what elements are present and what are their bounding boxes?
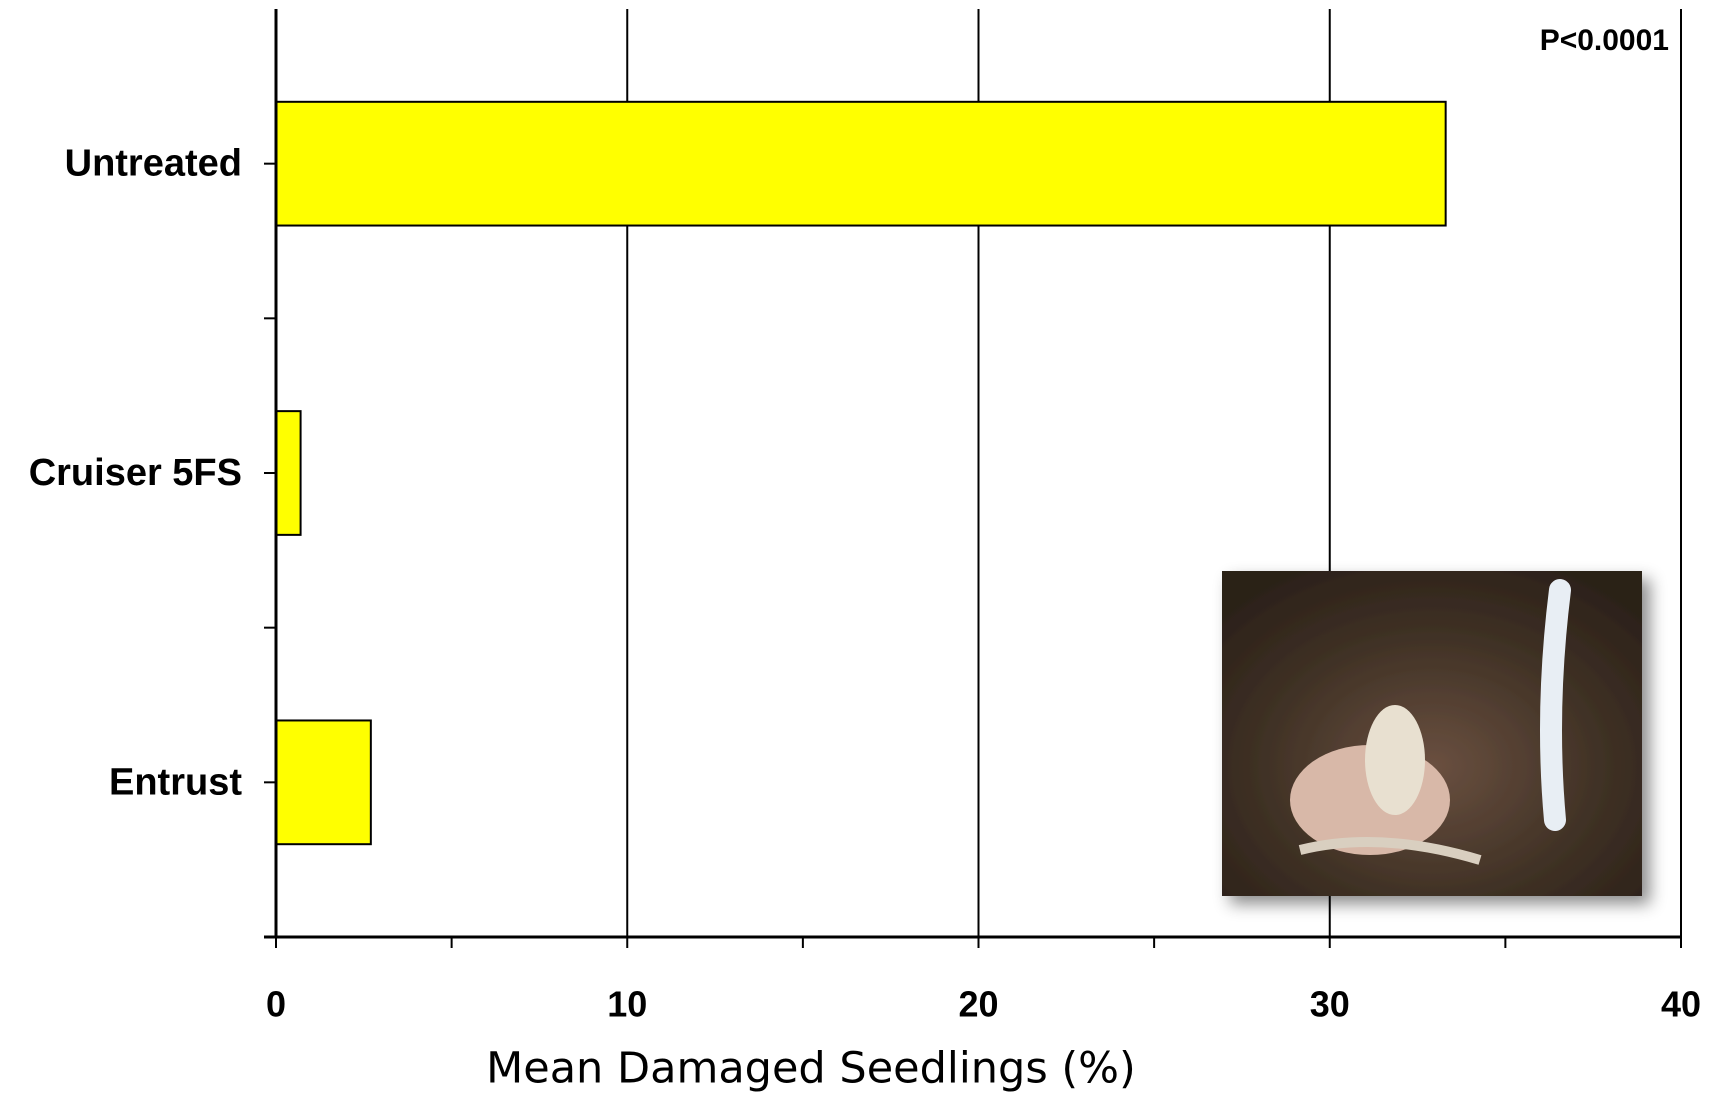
y-tick-label: Entrust <box>109 761 242 803</box>
x-tick-label: 20 <box>958 984 998 1025</box>
y-tick-label: Cruiser 5FS <box>29 452 242 494</box>
bar <box>276 102 1446 226</box>
x-tick-label: 40 <box>1661 984 1701 1025</box>
x-tick-label: 30 <box>1310 984 1350 1025</box>
x-tick-label: 0 <box>266 984 286 1025</box>
chart: 0 10 20 30 40 Untreated Cruiser 5FS Entrust P<0… <box>0 0 1713 1095</box>
bar <box>276 720 371 844</box>
annotation: P<0.0001 <box>1540 24 1669 57</box>
x-axis-title: Mean Damaged Seedlings (%) <box>486 1044 1136 1094</box>
y-tick-label: Untreated <box>65 143 242 185</box>
x-tick-label: 10 <box>607 984 647 1025</box>
bar <box>276 411 301 535</box>
photo <box>1222 571 1642 896</box>
